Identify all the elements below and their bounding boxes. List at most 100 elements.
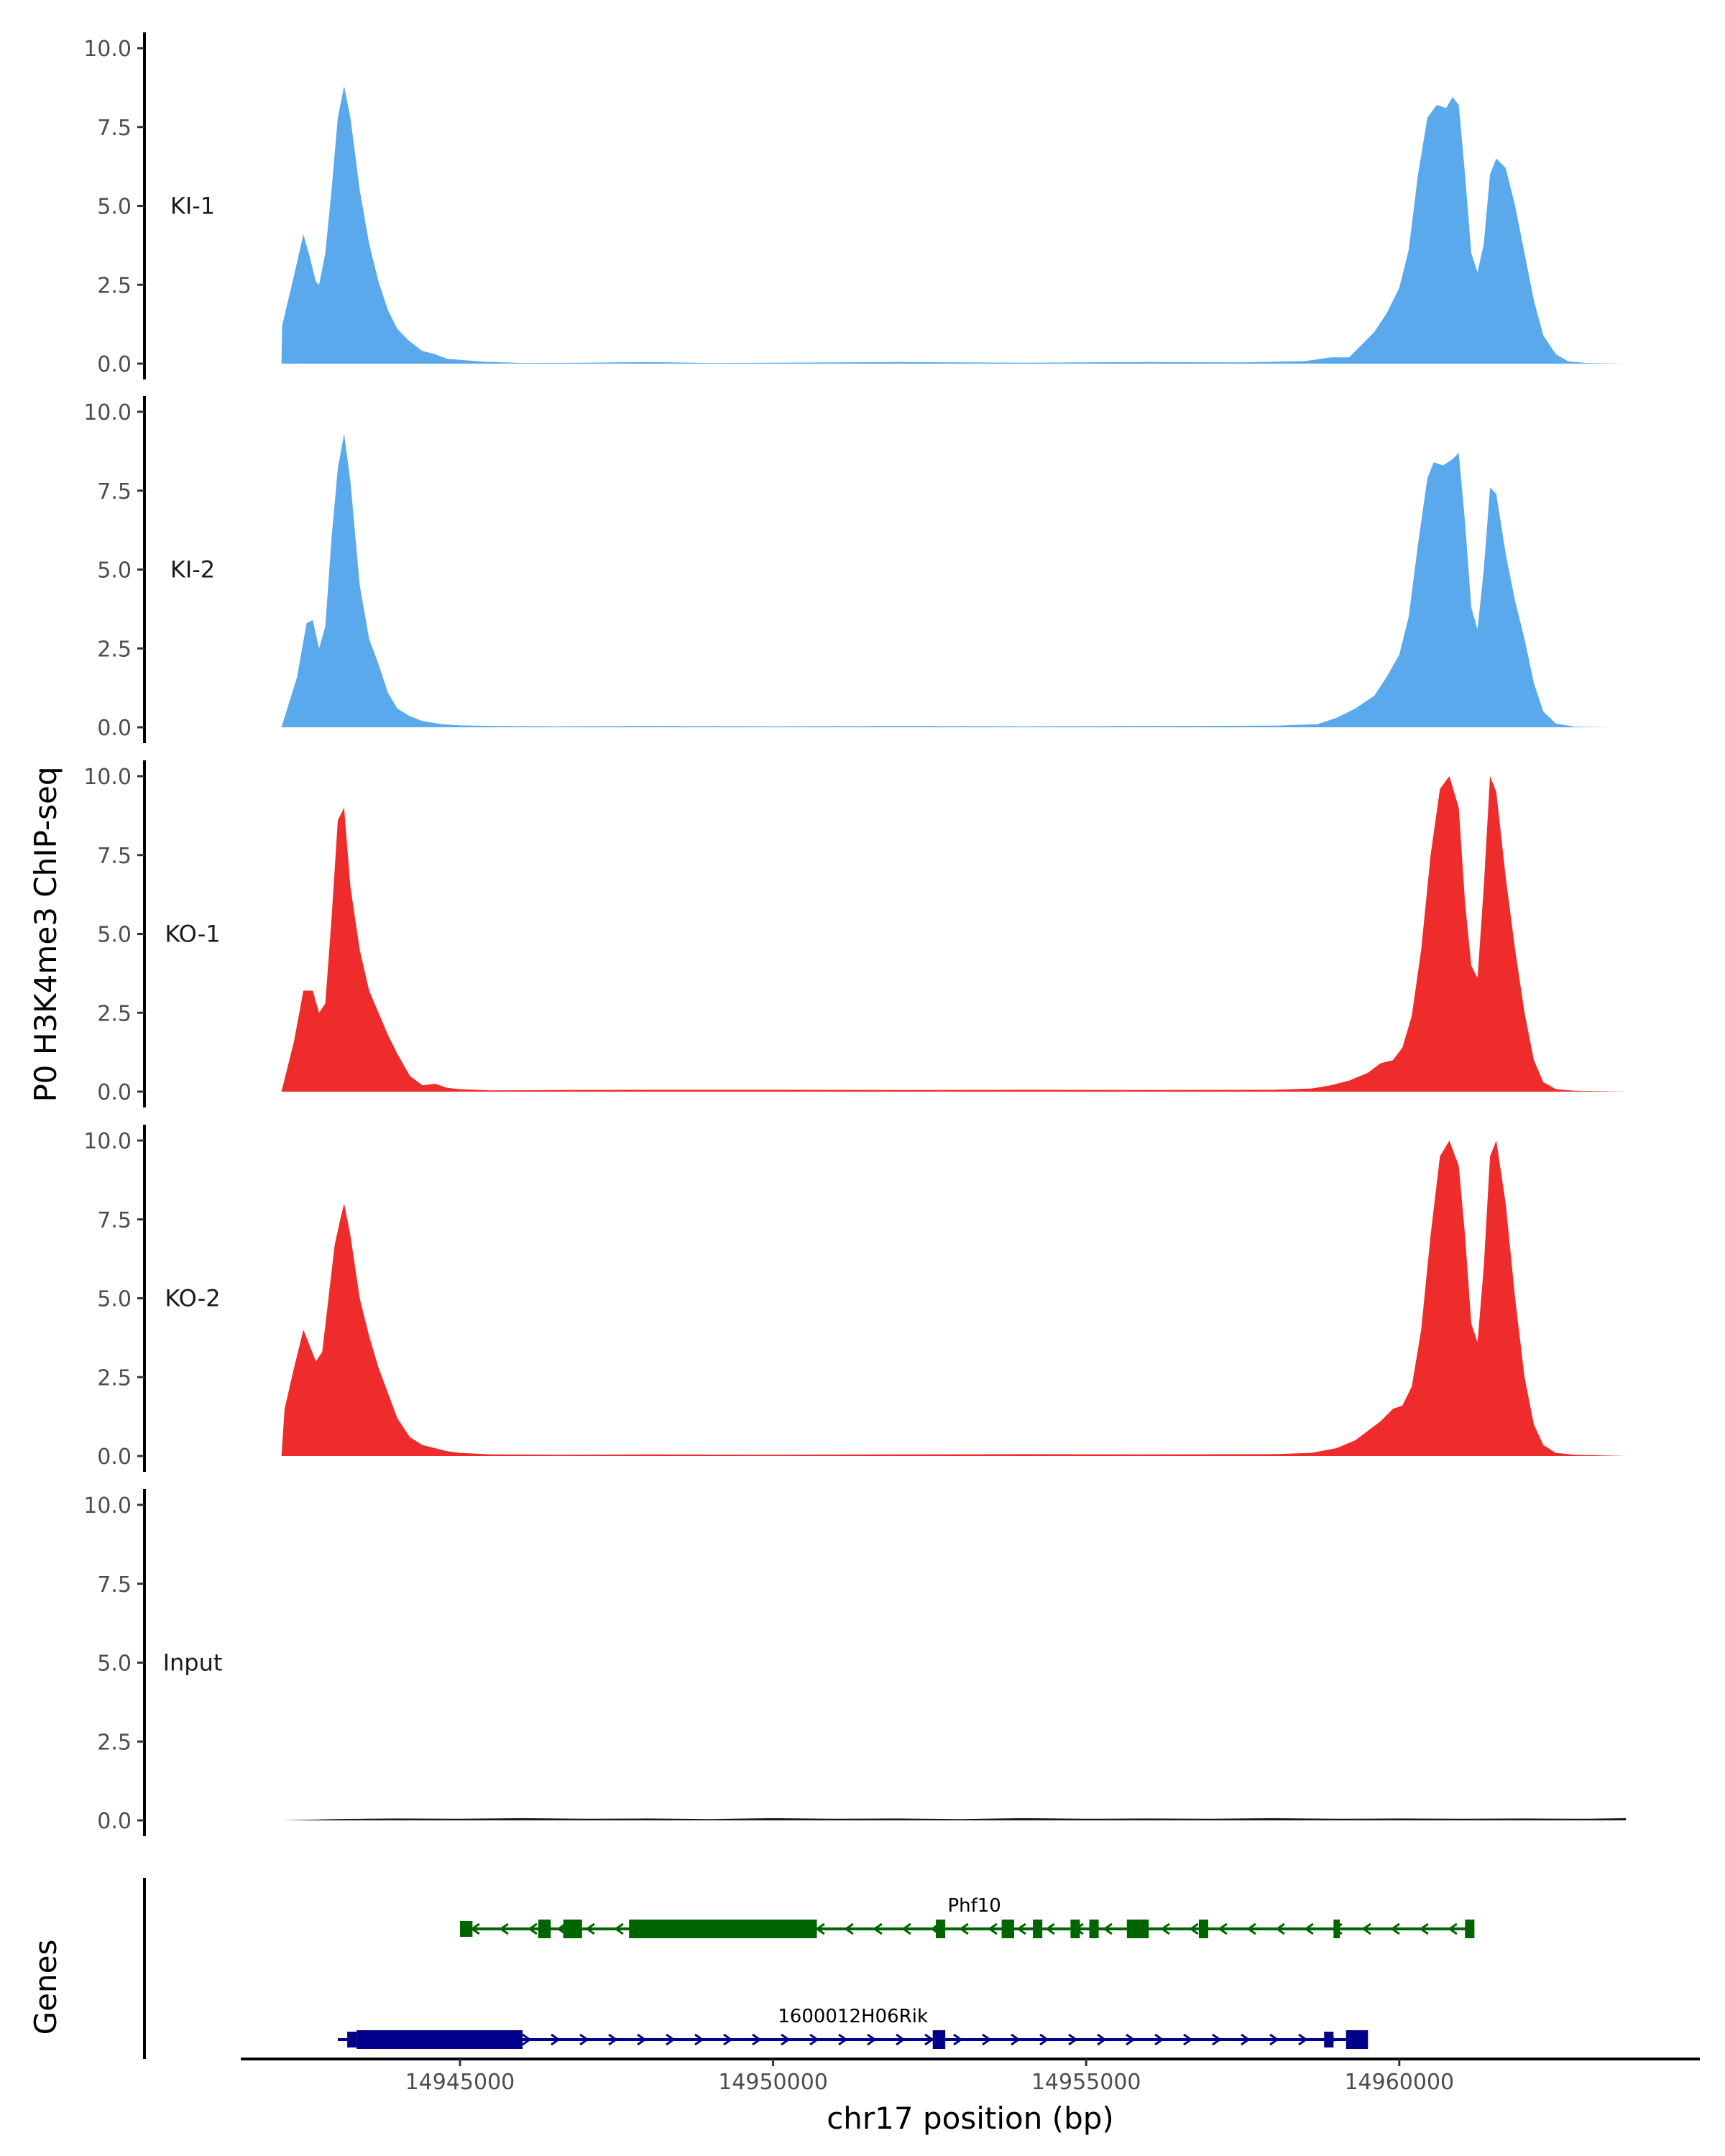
y-tick-label: 10.0 <box>83 1493 132 1519</box>
track-label: KO-2 <box>165 1285 220 1312</box>
x-tick-label: 14950000 <box>718 2070 828 2095</box>
utr-block <box>459 1921 473 1937</box>
strand-chevron <box>1390 1922 1400 1935</box>
y-tick-label: 7.5 <box>97 116 132 141</box>
track-ko-2: 0.0 2.5 5.0 7.5 10.0 KO-2 <box>83 1125 1627 1472</box>
strand-chevron <box>614 1922 624 1935</box>
track-ki-2: 0.0 2.5 5.0 7.5 10.0 KI-2 <box>83 396 1613 743</box>
strand-chevron <box>901 1922 911 1935</box>
strand-chevron <box>1189 1922 1199 1935</box>
y-tick-label: 5.0 <box>97 1651 132 1677</box>
strand-chevron <box>1246 1922 1256 1935</box>
strand-chevron <box>1183 2033 1193 2046</box>
y-tick-label: 7.5 <box>97 1572 132 1598</box>
exon-block <box>1333 1920 1340 1938</box>
y-tick-label: 2.5 <box>97 1365 132 1391</box>
strand-chevron <box>1275 1922 1285 1935</box>
strand-chevron <box>1103 1922 1113 1935</box>
track-label: KI-1 <box>170 193 215 220</box>
strand-chevron <box>781 2033 791 2046</box>
strand-chevron <box>1269 2033 1279 2046</box>
track-label: KI-2 <box>170 556 215 584</box>
exon-block <box>1089 1920 1099 1938</box>
gene-name-label: 1600012H06Rik <box>778 2006 928 2027</box>
signal-area <box>281 1141 1627 1456</box>
gene-name-label: Phf10 <box>947 1895 1000 1917</box>
y-tick-label: 0.0 <box>97 352 132 377</box>
y-tick-label: 7.5 <box>97 844 132 869</box>
strand-chevron <box>1304 1922 1314 1935</box>
strand-chevron <box>585 1922 595 1935</box>
y-tick-label: 2.5 <box>97 1730 132 1755</box>
strand-chevron <box>1212 2033 1222 2046</box>
strand-chevron <box>1045 1922 1055 1935</box>
strand-chevron <box>924 2033 934 2046</box>
strand-chevron <box>1039 2033 1049 2046</box>
y-tick-label: 10.0 <box>83 765 132 790</box>
signal-area <box>281 433 1613 727</box>
y-tick-label: 5.0 <box>97 195 132 220</box>
strand-chevron <box>988 1922 998 1935</box>
strand-chevron <box>1154 2033 1164 2046</box>
strand-chevron <box>1241 2033 1251 2046</box>
exon-block <box>1199 1920 1209 1938</box>
y-tick-label: 2.5 <box>97 637 132 662</box>
strand-chevron <box>499 1922 509 1935</box>
utr-block <box>347 2032 357 2047</box>
strand-chevron <box>844 1922 854 1935</box>
gene-phf10: Phf10 <box>459 1895 1475 1938</box>
track-ko-1: 0.0 2.5 5.0 7.5 10.0 KO-1 <box>83 760 1627 1107</box>
y-tick-label: 2.5 <box>97 1001 132 1026</box>
x-tick-label: 14945000 <box>405 2070 515 2095</box>
strand-chevron <box>1218 1922 1228 1935</box>
strand-chevron <box>982 2033 992 2046</box>
strand-chevron <box>1068 2033 1078 2046</box>
strand-chevron <box>959 1922 969 1935</box>
y-tick-label: 0.0 <box>97 1080 132 1105</box>
x-tick-label: 14960000 <box>1344 2070 1454 2095</box>
exon-block <box>1033 1920 1043 1938</box>
strand-chevron <box>815 1922 825 1935</box>
strand-chevron <box>528 1922 538 1935</box>
strand-chevron <box>838 2033 848 2046</box>
y-tick-label: 5.0 <box>97 558 132 584</box>
signal-area <box>281 1818 1627 1820</box>
y-tick-label: 0.0 <box>97 716 132 741</box>
strand-chevron <box>723 2033 733 2046</box>
strand-chevron <box>579 2033 589 2046</box>
exon-block <box>1001 1920 1014 1938</box>
strand-chevron <box>637 2033 647 2046</box>
strand-chevron <box>551 2033 561 2046</box>
strand-chevron <box>896 2033 906 2046</box>
signal-tracks: 0.0 2.5 5.0 7.5 10.0 KI-1 0.0 2.5 5.0 7.5 10.0 KI-2… <box>83 32 1627 1836</box>
x-axis-title: chr17 position (bp) <box>827 2101 1114 2136</box>
gene-track: Phf10 1600012H06Rik <box>143 1878 1475 2059</box>
exon-block <box>1346 2030 1368 2049</box>
x-axis: 14945000 14950000 14955000 14960000 <box>241 2058 1700 2095</box>
strand-chevron <box>1361 1922 1371 1935</box>
strand-chevron <box>1126 2033 1136 2046</box>
y-tick-label: 7.5 <box>97 479 132 505</box>
y-tick-label: 10.0 <box>83 400 132 425</box>
exon-block <box>563 1920 582 1938</box>
y-tick-label: 10.0 <box>83 1129 132 1154</box>
strand-chevron <box>1097 2033 1107 2046</box>
strand-chevron <box>867 2033 877 2046</box>
strand-chevron <box>752 2033 762 2046</box>
y-tick-label: 2.5 <box>97 273 132 298</box>
exon-block <box>629 1920 817 1938</box>
strand-chevron <box>1298 2033 1308 2046</box>
track-label: KO-1 <box>165 921 220 948</box>
exon-block <box>932 2030 946 2049</box>
strand-chevron <box>666 2033 676 2046</box>
exon-block <box>1126 1920 1149 1938</box>
strand-chevron <box>953 2033 963 2046</box>
y-tick-label: 5.0 <box>97 923 132 948</box>
strand-chevron <box>1016 1922 1026 1935</box>
strand-chevron <box>1011 2033 1021 2046</box>
utr-block <box>1324 2032 1334 2047</box>
track-label: Input <box>163 1649 223 1677</box>
y-tick-label: 5.0 <box>97 1287 132 1312</box>
strand-chevron <box>1160 1922 1170 1935</box>
